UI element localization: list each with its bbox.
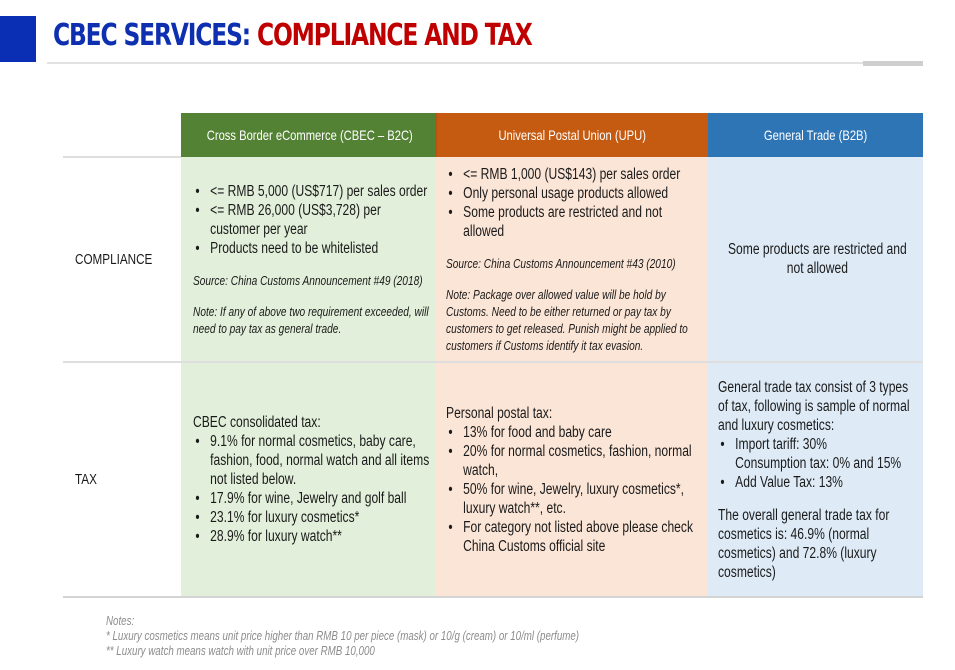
title-divider-tab [863,61,923,66]
comparison-table: Cross Border eCommerce (CBEC – B2C) Univ… [63,113,923,598]
compliance-upu-list: <= RMB 1,000 (US$143) per sales order On… [446,165,702,241]
tax-general-list: Import tariff: 30% Consumption tax: 0% a… [718,435,917,492]
list-item: 28.9% for luxury watch** [193,527,430,546]
notes-section: Notes: * Luxury cosmetics means unit pri… [106,614,579,659]
list-item: Some products are restricted and not all… [446,203,702,241]
tax-upu-list: 13% for food and baby care 20% for norma… [446,423,702,556]
tax-summary: The overall general trade tax for cosmet… [718,506,890,581]
title-part-blue: CBEC SERVICES: [53,18,251,53]
compliance-cbec-cell: <= RMB 5,000 (US$717) per sales order <=… [181,157,436,363]
title-part-red: COMPLIANCE AND TAX [256,18,533,53]
source-note: Source: China Customs Announcement #43 (… [446,255,676,271]
list-item: 20% for normal cosmetics, fashion, norma… [446,442,702,480]
list-item: Consumption tax: 0% and 15% [735,454,902,472]
tax-cbec-cell: CBEC consolidated tax: 9.1% for normal c… [181,362,436,598]
compliance-general-text: Some products are restricted and not all… [727,241,907,277]
compliance-row: COMPLIANCE <= RMB 5,000 (US$717) per sal… [63,157,923,363]
note-item: ** Luxury watch means watch with unit pr… [106,644,375,658]
list-item: For category not listed above please che… [446,518,702,556]
source-note: Source: China Customs Announcement #49 (… [193,272,423,288]
tax-intro: CBEC consolidated tax: [193,414,321,431]
column-header-cbec: Cross Border eCommerce (CBEC – B2C) [181,113,436,157]
compliance-cbec-list: <= RMB 5,000 (US$717) per sales order <=… [193,182,430,258]
tax-cbec-list: 9.1% for normal cosmetics, baby care, fa… [193,432,430,546]
compliance-general-cell: Some products are restricted and not all… [708,157,923,363]
list-item: 9.1% for normal cosmetics, baby care, fa… [193,432,430,489]
tax-intro: General trade tax consist of 3 types of … [718,378,910,434]
footnote: Note: If any of above two requirement ex… [193,303,429,336]
list-item: 50% for wine, Jewelry, luxury cosmetics*… [446,480,702,518]
tax-row: TAX CBEC consolidated tax: 9.1% for norm… [63,362,923,598]
header-corner [63,113,181,158]
tax-intro: Personal postal tax: [446,404,553,422]
list-item: 23.1% for luxury cosmetics* [193,508,430,527]
list-item: Products need to be whitelisted [193,239,430,258]
footnote: Note: Package over allowed value will be… [446,286,688,353]
tax-general-cell: General trade tax consist of 3 types of … [708,362,923,598]
note-item: * Luxury cosmetics means unit price high… [106,629,580,643]
list-item: 17.9% for wine, Jewelry and golf ball [193,489,430,508]
title-divider [47,62,864,64]
column-header-upu: Universal Postal Union (UPU) [435,113,708,157]
list-item: Import tariff: 30% [718,435,917,454]
list-item: 13% for food and baby care [446,423,702,442]
compliance-upu-cell: <= RMB 1,000 (US$143) per sales order On… [436,157,708,363]
list-item: <= RMB 5,000 (US$717) per sales order [193,182,430,201]
accent-block [0,16,36,62]
row-label-tax: TAX [63,362,181,598]
list-item: <= RMB 1,000 (US$143) per sales order [446,165,702,184]
column-header-general-trade: General Trade (B2B) [708,113,923,157]
list-item: Only personal usage products allowed [446,184,702,203]
row-label-compliance: COMPLIANCE [63,157,181,363]
header-row: Cross Border eCommerce (CBEC – B2C) Univ… [63,113,923,158]
notes-heading: Notes: [106,614,135,628]
page-title: CBEC SERVICES: COMPLIANCE AND TAX [53,18,533,53]
list-item: <= RMB 26,000 (US$3,728) per customer pe… [193,201,430,239]
list-item: Add Value Tax: 13% [718,473,917,492]
tax-upu-cell: Personal postal tax: 13% for food and ba… [436,362,708,598]
